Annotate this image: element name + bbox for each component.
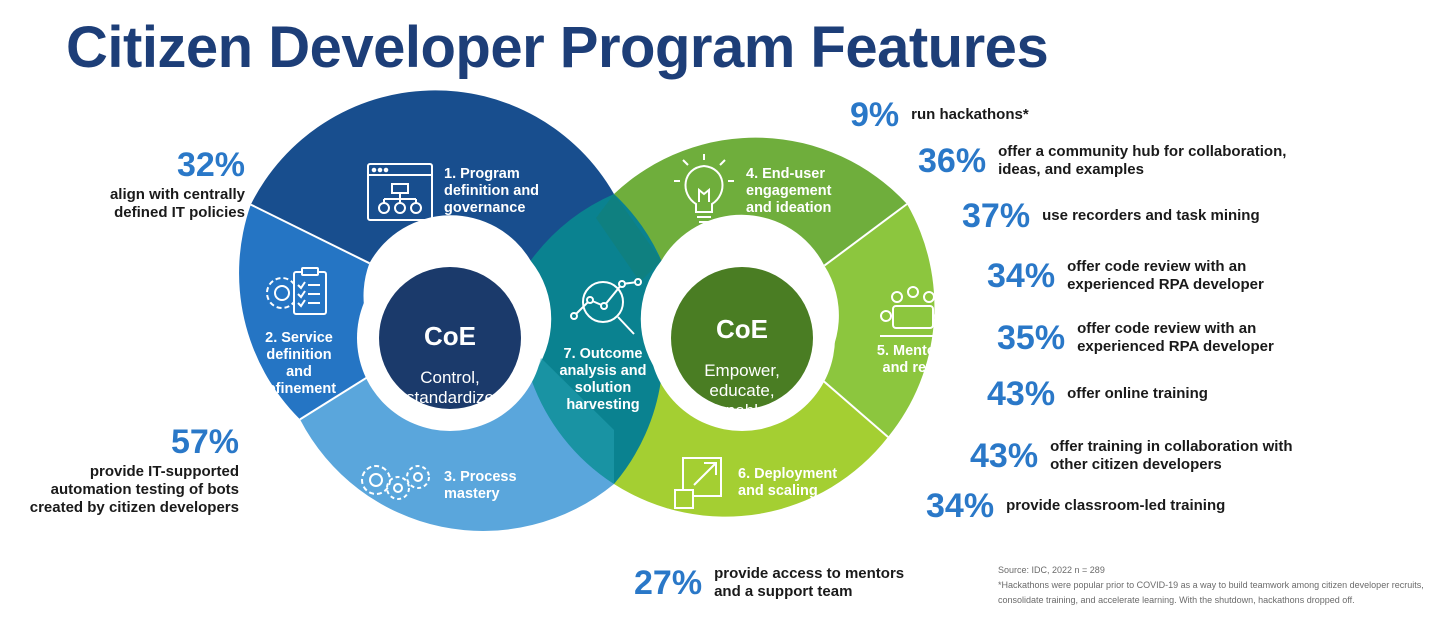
stat-right-34b: 34% provide classroom-led training bbox=[926, 489, 1225, 523]
footnote-line: *Hackathons were popular prior to COVID-… bbox=[998, 580, 1424, 605]
gear-clipboard-icon bbox=[266, 267, 327, 315]
stat-percent: 43% bbox=[970, 437, 1039, 475]
flowchart-window-icon bbox=[367, 163, 433, 221]
stat-percent: 57% bbox=[170, 423, 239, 461]
center-right-label: CoE Empower, educate, enable bbox=[672, 297, 812, 439]
stat-right-34a: 34% offer code review with an experience… bbox=[987, 258, 1264, 294]
stat-text: offer online training bbox=[1067, 385, 1208, 402]
segment-3-process-mastery bbox=[300, 362, 614, 531]
stat-text: use recorders and task mining bbox=[1042, 207, 1260, 224]
stat-bottom-27: 27% provide access to mentors and a supp… bbox=[634, 565, 904, 601]
stat-text: offer code review with an experienced RP… bbox=[1067, 258, 1264, 293]
left-center-circle bbox=[379, 267, 521, 409]
stat-percent: 36% bbox=[918, 142, 987, 180]
stat-right-36: 36% offer a community hub for collaborat… bbox=[918, 143, 1286, 179]
right-center-circle bbox=[671, 267, 813, 409]
stat-percent: 32% bbox=[176, 146, 245, 184]
stat-text: offer training in collaboration with oth… bbox=[1050, 438, 1293, 473]
stat-left-32: 32% align with centrally defined IT poli… bbox=[110, 148, 245, 222]
magnifier-chart-icon bbox=[570, 278, 642, 335]
center-right-subtitle: Empower, educate, enable bbox=[704, 361, 780, 420]
stat-right-35: 35% offer code review with an experience… bbox=[997, 320, 1274, 356]
stat-right-37: 37% use recorders and task mining bbox=[962, 199, 1260, 233]
page-title: Citizen Developer Program Features bbox=[66, 15, 1049, 80]
stat-right-9: 9% run hackathons* bbox=[850, 98, 1029, 132]
center-left-subtitle: Control, standardize bbox=[406, 368, 494, 407]
segment-5-mentoring-review bbox=[817, 204, 935, 437]
stat-text: provide IT-supported automation testing … bbox=[29, 463, 239, 516]
stat-percent: 9% bbox=[850, 96, 900, 134]
gears-icon bbox=[361, 465, 430, 500]
source-line: Source: IDC, 2022 n = 289 bbox=[998, 565, 1105, 575]
segment-2-label: 2. Service definition and refinement bbox=[261, 330, 337, 397]
stat-text: offer code review with an experienced RP… bbox=[1077, 320, 1274, 355]
stat-text: offer a community hub for collaboration,… bbox=[998, 143, 1287, 178]
segment-4-label: 4. End-user engagement and ideation bbox=[746, 166, 832, 216]
stat-text: provide classroom-led training bbox=[1006, 497, 1226, 514]
segment-5-label: 5. Mentoring and review bbox=[876, 343, 964, 376]
source-note: Source: IDC, 2022 n = 289 *Hackathons we… bbox=[998, 563, 1448, 608]
stat-percent: 34% bbox=[987, 257, 1056, 295]
stat-left-57: 57% provide IT-supported automation test… bbox=[30, 425, 239, 517]
stat-percent: 34% bbox=[926, 487, 995, 525]
center-right-title: CoE bbox=[716, 314, 768, 344]
segment-3-label: 3. Process mastery bbox=[444, 469, 517, 502]
overlap-shadow bbox=[530, 358, 614, 484]
stat-text: provide access to mentors and a support … bbox=[714, 565, 905, 600]
stat-percent: 37% bbox=[962, 197, 1031, 235]
segment-7-label: 7. Outcome analysis and solution harvest… bbox=[559, 346, 647, 413]
segment-4-end-user-engagement bbox=[614, 137, 907, 266]
overlap-shadow-top bbox=[596, 194, 662, 282]
expand-arrow-icon bbox=[674, 457, 722, 509]
segment-6-label: 6. Deployment and scaling bbox=[738, 466, 838, 499]
stat-right-43a: 43% offer online training bbox=[987, 377, 1208, 411]
meeting-table-icon bbox=[880, 286, 946, 337]
center-left-title: CoE bbox=[424, 321, 476, 351]
segment-1-label: 1. Program definition and governance bbox=[444, 166, 540, 216]
stat-percent: 27% bbox=[634, 564, 703, 602]
center-left-label: CoE Control, standardize bbox=[380, 304, 520, 426]
lightbulb-icon bbox=[674, 154, 734, 223]
stat-percent: 35% bbox=[997, 319, 1066, 357]
stat-text: align with centrally defined IT policies bbox=[109, 186, 245, 221]
stat-right-43b: 43% offer training in collaboration with… bbox=[970, 438, 1293, 474]
stat-percent: 43% bbox=[987, 375, 1056, 413]
stat-text: run hackathons* bbox=[911, 106, 1029, 123]
